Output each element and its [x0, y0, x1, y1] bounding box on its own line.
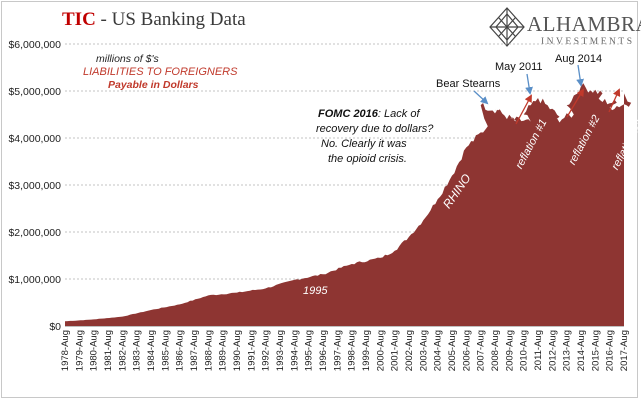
fomc-line-4: the opioid crisis. [328, 153, 407, 165]
x-tick-label: 1980-Aug [89, 330, 100, 371]
reflation-1-arrow [515, 94, 532, 125]
logo-name: ALHAMBRA [527, 12, 641, 36]
x-tick-label: 2007-Aug [476, 330, 487, 371]
x-tick-label: 1993-Aug [275, 330, 286, 371]
x-tick-label: 1982-Aug [117, 330, 128, 371]
x-tick-label: 1992-Aug [261, 330, 272, 371]
x-tick-label: 1981-Aug [103, 330, 114, 371]
x-tick-label: 2012-Aug [547, 330, 558, 371]
aug-2014-label: Aug 2014 [555, 53, 603, 65]
x-tick-label: 1996-Aug [318, 330, 329, 371]
x-tick-label: 2011-Aug [533, 330, 544, 371]
x-tick-label: 2001-Aug [390, 330, 401, 371]
x-tick-label: 1999-Aug [361, 330, 372, 371]
x-tick-label: 2013-Aug [562, 330, 573, 371]
liabilities-area [65, 83, 632, 326]
x-tick-label: 1994-Aug [289, 330, 300, 371]
y-tick-label: $3,000,000 [8, 180, 61, 192]
x-tick-label: 2005-Aug [447, 330, 458, 371]
y-tick-label: $0 [49, 321, 61, 333]
fomc-line-2: recovery due to dollars? [316, 123, 434, 135]
x-tick-label: 2003-Aug [418, 330, 429, 371]
annotation-arrows [473, 64, 621, 125]
year-1995-label: 1995 [303, 285, 328, 297]
x-tick-label: 2009-Aug [504, 330, 515, 371]
x-tick-label: 1987-Aug [189, 330, 200, 371]
reflation-3-arrow [608, 88, 621, 113]
fomc-line-3: No. Clearly it was [321, 138, 407, 150]
page-title: TIC - US Banking Data [62, 9, 246, 31]
x-axis-ticks: 1978-Aug 1979-Aug 1980-Aug 1981-Aug 1982-Aug… [60, 330, 630, 371]
reflation-2-arrow [566, 88, 584, 118]
title-prefix: TIC [62, 9, 96, 30]
x-tick-label: 1991-Aug [246, 330, 257, 371]
series-label-units: millions of $'s [96, 53, 159, 65]
fomc-bold: FOMC 2016 [318, 108, 378, 120]
y-tick-label: $4,000,000 [8, 133, 61, 145]
fomc-line-1: FOMC 2016: Lack of [318, 108, 420, 120]
x-tick-label: 2010-Aug [519, 330, 530, 371]
x-tick-label: 2004-Aug [433, 330, 444, 371]
x-tick-label: 1990-Aug [232, 330, 243, 371]
may-2011-label: May 2011 [495, 61, 543, 73]
x-tick-label: 1985-Aug [160, 330, 171, 371]
x-tick-label: 1998-Aug [347, 330, 358, 371]
diamond-lattice-icon [489, 7, 525, 47]
x-tick-label: 2017-Aug [619, 330, 630, 371]
logo-sub: INVESTMENTS [541, 37, 635, 47]
aug-2014-arrow [576, 64, 584, 87]
bear-stearns-label: Bear Stearns [436, 78, 501, 90]
may-2011-arrow [525, 73, 533, 95]
fomc-rest: : Lack of [377, 108, 420, 120]
series-label-payable: Payable in Dollars [108, 79, 199, 91]
y-tick-label: $2,000,000 [8, 227, 61, 239]
y-tick-label: $5,000,000 [8, 86, 61, 98]
x-tick-label: 2016-Aug [605, 330, 616, 371]
x-tick-label: 1984-Aug [146, 330, 157, 371]
x-tick-label: 1995-Aug [304, 330, 315, 371]
x-tick-label: 2014-Aug [576, 330, 587, 371]
x-tick-label: 1989-Aug [218, 330, 229, 371]
bear-stearns-arrow [473, 90, 489, 105]
x-tick-label: 1988-Aug [203, 330, 214, 371]
x-tick-label: 1986-Aug [175, 330, 186, 371]
y-axis-ticks: $0 $1,000,000 $2,000,000 $3,000,000 $4,000,0… [8, 39, 61, 333]
x-tick-label: 1978-Aug [60, 330, 71, 371]
series-label-name: LIABILITIES TO FOREIGNERS [83, 66, 238, 78]
x-tick-label: 1983-Aug [132, 330, 143, 371]
y-tick-label: $1,000,000 [8, 274, 61, 286]
x-tick-label: 2006-Aug [461, 330, 472, 371]
x-tick-label: 2008-Aug [490, 330, 501, 371]
y-tick-label: $6,000,000 [8, 39, 61, 51]
x-tick-label: 2015-Aug [590, 330, 601, 371]
title-rest: - US Banking Data [95, 9, 246, 30]
x-tick-label: 2002-Aug [404, 330, 415, 371]
x-tick-label: 2000-Aug [375, 330, 386, 371]
x-tick-label: 1997-Aug [332, 330, 343, 371]
alhambra-logo: ALHAMBRA INVESTMENTS [487, 6, 641, 52]
x-tick-label: 1979-Aug [74, 330, 85, 371]
